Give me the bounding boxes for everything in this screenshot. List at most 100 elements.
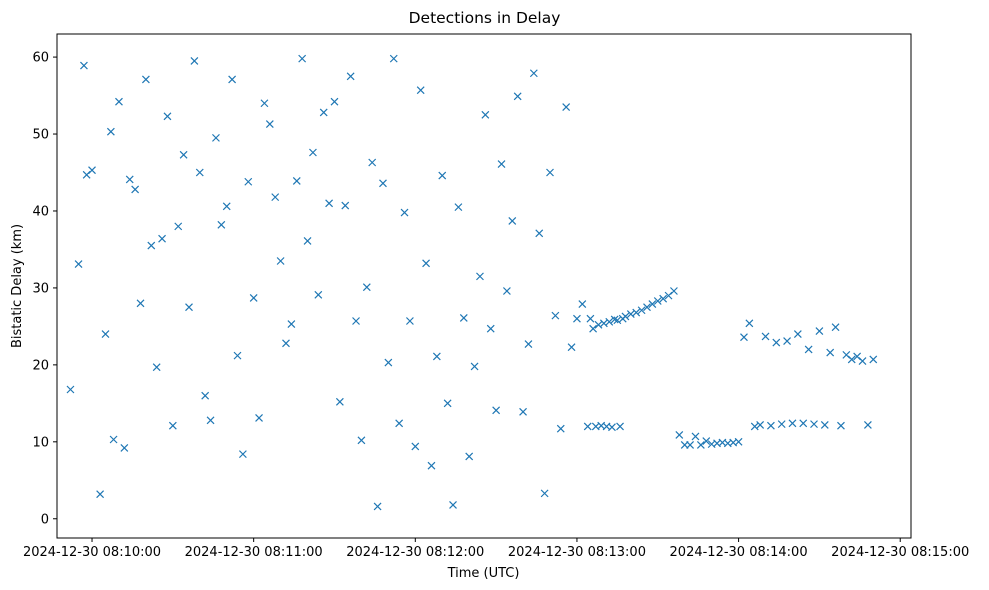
data-point: [788, 419, 797, 428]
data-point: [810, 420, 818, 429]
data-point: [586, 314, 595, 323]
data-point: [131, 185, 140, 194]
data-point: [616, 422, 624, 431]
data-point: [740, 333, 748, 342]
data-point: [837, 421, 845, 430]
data-point: [513, 92, 522, 101]
data-point: [799, 419, 808, 428]
data-point: [109, 435, 118, 444]
data-point: [465, 452, 474, 461]
data-point: [244, 177, 253, 186]
data-point: [535, 229, 544, 238]
data-point: [659, 294, 668, 303]
data-point: [686, 440, 695, 449]
data-point: [863, 420, 872, 429]
data-point: [136, 299, 145, 308]
data-point: [529, 69, 538, 78]
data-point: [502, 287, 511, 295]
data-point: [368, 158, 377, 167]
data-point: [632, 308, 641, 317]
data-point: [761, 332, 770, 341]
data-point: [815, 327, 824, 335]
data-point: [66, 385, 75, 394]
data-point: [115, 97, 123, 106]
data-point: [287, 320, 296, 329]
data-point: [470, 362, 479, 371]
data-point: [152, 363, 161, 372]
data-point: [238, 450, 247, 459]
data-point: [653, 297, 662, 305]
data-point: [524, 340, 533, 349]
data-point: [766, 421, 775, 430]
data-point: [578, 300, 587, 309]
data-point: [120, 444, 129, 452]
data-point: [637, 306, 646, 315]
data-point: [820, 420, 829, 429]
data-point: [648, 300, 657, 309]
data-point: [255, 414, 263, 422]
data-point: [756, 420, 765, 429]
data-point: [567, 343, 576, 352]
y-tick-label: 10: [32, 435, 49, 450]
data-point: [675, 430, 684, 439]
x-tick-label: 2024-12-30 08:15:00: [831, 545, 969, 560]
data-point: [373, 502, 382, 511]
data-point: [298, 54, 307, 63]
y-tick-label: 60: [32, 51, 49, 66]
data-point: [206, 416, 215, 425]
x-tick-label: 2024-12-30 08:10:00: [23, 545, 161, 560]
data-point: [556, 424, 565, 433]
plot-area: [56, 33, 912, 539]
data-point: [540, 489, 549, 498]
data-point: [185, 303, 193, 312]
data-point: [335, 397, 344, 406]
data-point: [608, 423, 616, 432]
x-tick-label: 2024-12-30 08:12:00: [346, 545, 484, 560]
data-point: [292, 177, 301, 185]
data-point: [168, 421, 177, 430]
data-point: [438, 171, 447, 180]
data-point: [314, 290, 323, 299]
data-point: [508, 217, 517, 225]
data-point: [217, 220, 226, 229]
y-tick-label: 40: [32, 204, 49, 219]
data-point: [562, 103, 571, 112]
data-point: [179, 150, 188, 159]
data-points: [66, 54, 878, 511]
data-point: [422, 259, 431, 268]
data-point: [497, 160, 506, 168]
data-point: [643, 303, 651, 312]
data-point: [459, 314, 468, 322]
x-tick-label: 2024-12-30 08:11:00: [185, 545, 323, 560]
data-point: [427, 461, 436, 470]
data-point: [400, 208, 409, 217]
data-point: [734, 437, 743, 446]
data-point: [265, 120, 274, 128]
data-point: [783, 337, 792, 345]
data-point: [228, 75, 237, 84]
data-point: [276, 257, 285, 265]
data-point: [804, 345, 813, 354]
data-point: [476, 272, 484, 281]
data-point: [158, 234, 166, 243]
x-axis-title: Time (UTC): [447, 566, 520, 581]
data-point: [74, 260, 83, 268]
data-point: [858, 357, 867, 365]
data-point: [869, 355, 878, 364]
data-point: [163, 112, 172, 121]
data-point: [519, 407, 527, 416]
data-point: [449, 500, 457, 509]
data-point: [325, 199, 334, 208]
data-point: [80, 61, 88, 70]
y-tick-label: 0: [41, 512, 49, 527]
data-point: [330, 97, 339, 106]
data-point: [546, 168, 554, 177]
data-point: [573, 314, 581, 323]
y-tick-label: 20: [32, 358, 49, 373]
x-axis: 2024-12-30 08:10:00 2024-12-30 08:11:00 20…: [23, 538, 969, 560]
data-point: [777, 420, 786, 429]
data-point: [745, 319, 754, 328]
data-point: [384, 358, 393, 367]
data-point: [260, 99, 269, 108]
